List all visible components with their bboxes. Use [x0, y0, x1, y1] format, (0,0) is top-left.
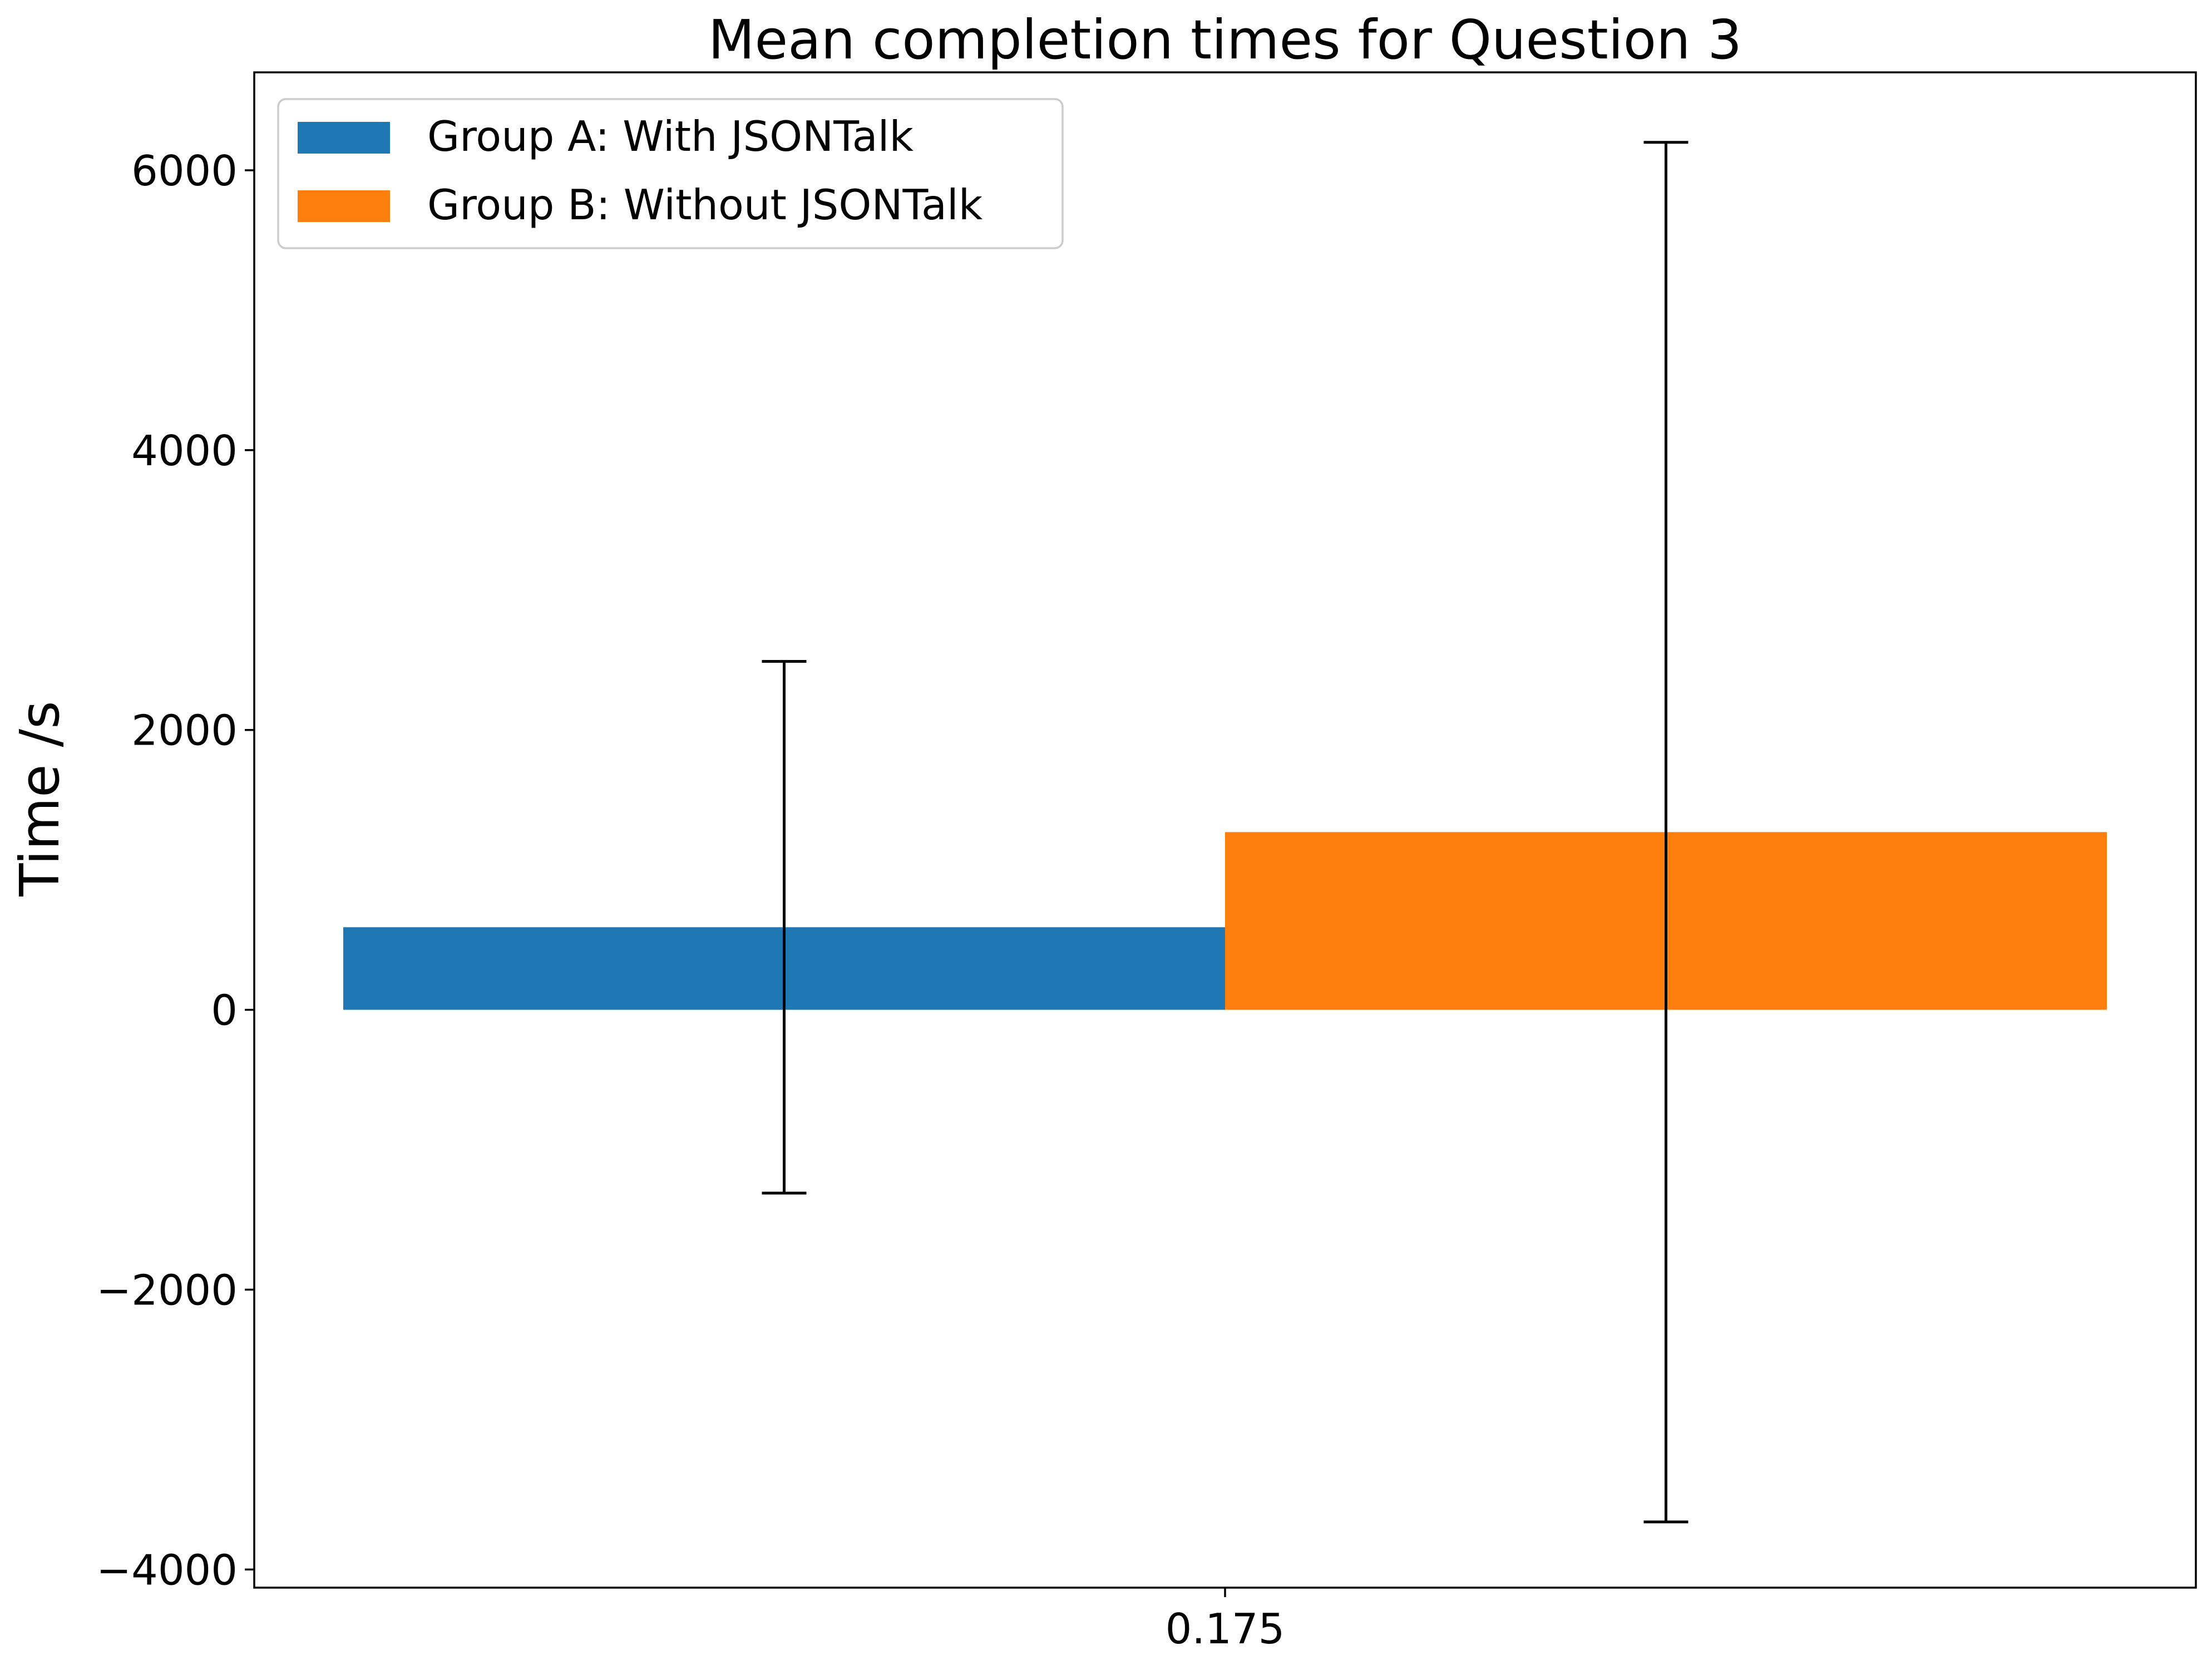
y-tick-label: −4000 — [96, 1545, 238, 1594]
chart-title: Mean completion times for Question 3 — [708, 8, 1742, 71]
axes-frame — [253, 71, 2197, 1589]
legend-label-1: Group A: With JSONTalk — [427, 112, 914, 161]
legend: Group A: With JSONTalk Group B: Without J… — [277, 98, 1064, 249]
y-tick-label: 6000 — [131, 146, 238, 195]
y-tick-label: 2000 — [131, 706, 238, 755]
legend-box — [277, 98, 1064, 249]
legend-label-2: Group B: Without JSONTalk — [427, 180, 983, 229]
y-tick-label: −2000 — [96, 1265, 238, 1314]
error-bar-series-1 — [762, 660, 807, 1195]
plot-area: −4000 −2000 0 2000 4000 6000 0.175 — [96, 71, 2197, 1653]
y-axis-label: Time /s — [8, 701, 71, 896]
legend-swatch-2 — [298, 190, 390, 222]
error-bar-series-2 — [1643, 141, 1688, 1524]
y-tick-label: 0 — [211, 986, 238, 1035]
x-tick-label: 0.175 — [1166, 1604, 1285, 1653]
legend-swatch-1 — [298, 122, 390, 154]
y-tick-label: 4000 — [131, 426, 238, 475]
